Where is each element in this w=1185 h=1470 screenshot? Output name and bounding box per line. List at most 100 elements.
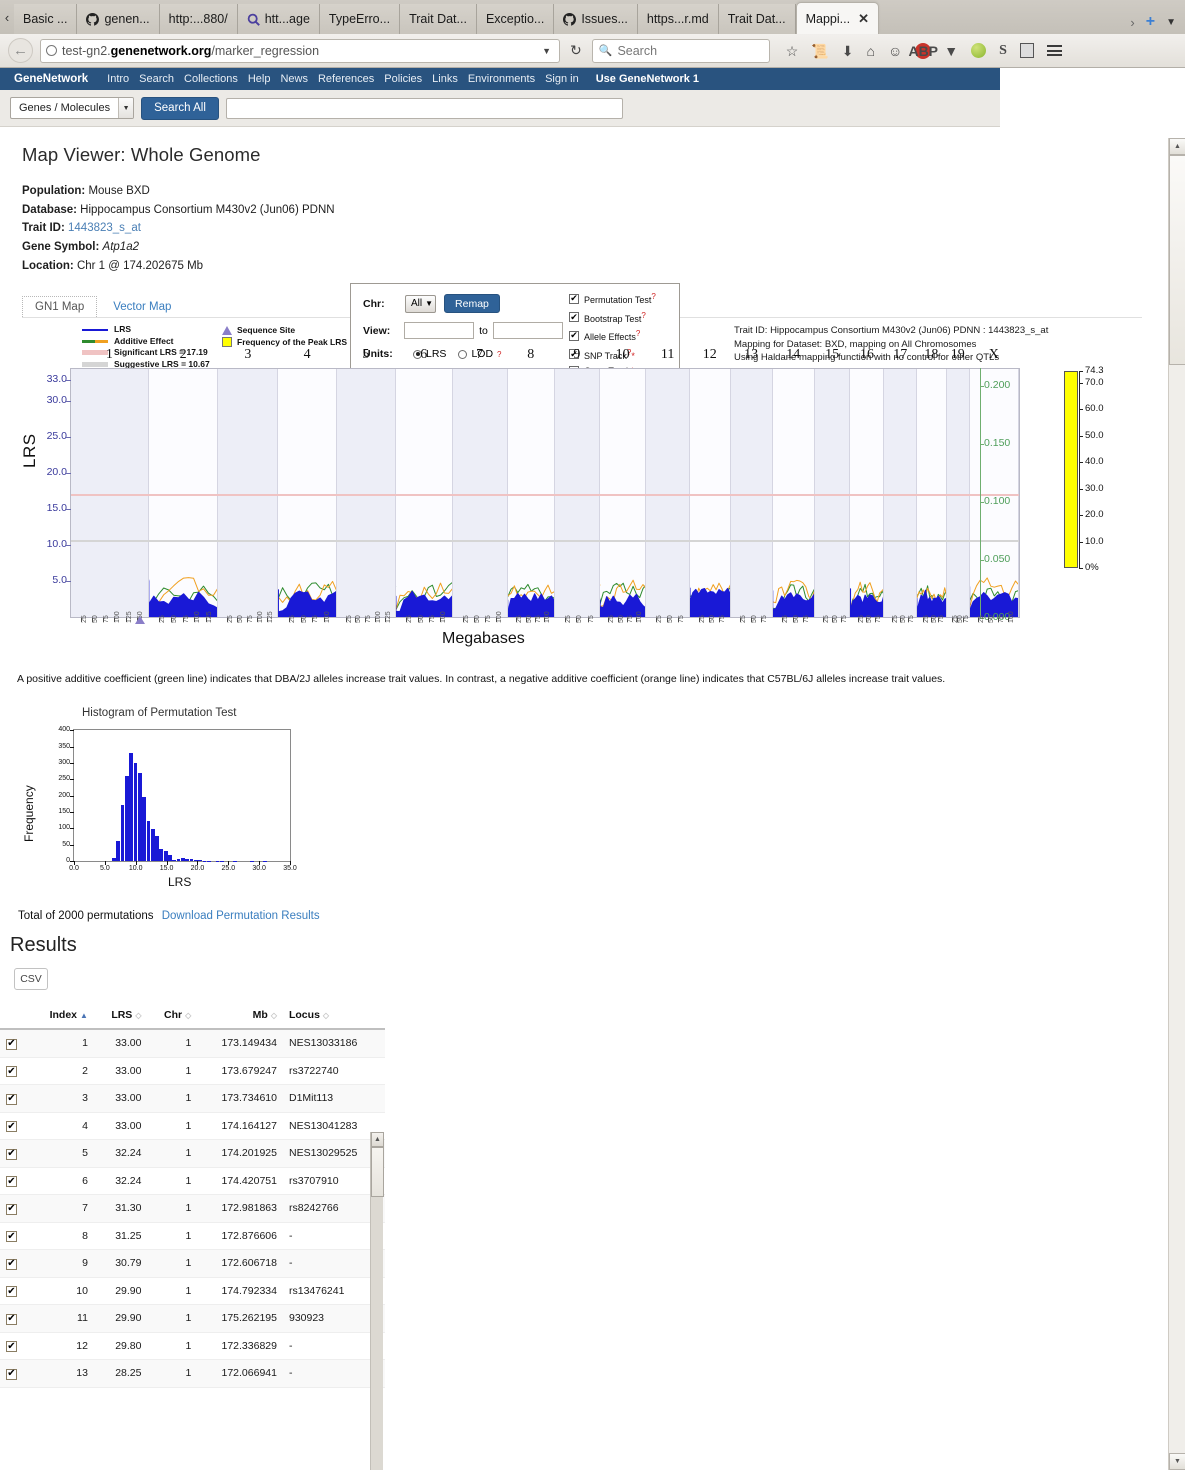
new-tab-button[interactable]: + [1146,14,1155,30]
help-icon[interactable]: ? [651,292,655,301]
row-checkbox-icon[interactable]: ✔ [6,1369,17,1380]
browser-tab[interactable]: https...r.md [638,4,719,34]
adblock-icon[interactable]: ABP [915,43,931,59]
row-select-cell[interactable]: ✔ [0,1250,30,1278]
page-scrollbar[interactable]: ▲ ▼ [1168,138,1185,1470]
tab-scroll-right-button[interactable]: › [1130,15,1134,30]
download-permutation-results-link[interactable]: Download Permutation Results [162,910,320,922]
smiley-icon[interactable]: ☺ [888,44,902,58]
nav-link-sign-in[interactable]: Sign in [540,73,584,85]
search-category-select[interactable]: Genes / Molecules ▼ [10,97,134,119]
browser-tab[interactable]: http:...880/ [160,4,238,34]
browser-tab[interactable]: genen... [77,4,159,34]
row-checkbox-icon[interactable]: ✔ [6,1176,17,1187]
th-chr[interactable]: Chr◇ [147,1006,197,1029]
nav-link-search[interactable]: Search [134,73,179,85]
browser-tab[interactable]: htt...age [238,4,320,34]
genenetwork-brand[interactable]: GeneNetwork [8,73,88,85]
nav-link-links[interactable]: Links [427,73,463,85]
row-checkbox-icon[interactable]: ✔ [6,1039,17,1050]
row-checkbox-icon[interactable]: ✔ [6,1094,17,1105]
nav-link-collections[interactable]: Collections [179,73,243,85]
notes-icon[interactable] [1020,43,1034,58]
tab-list-caret-icon[interactable]: ▼ [1166,17,1176,28]
th-mb[interactable]: Mb◇ [197,1006,283,1029]
download-icon[interactable]: ⬇ [842,44,854,58]
row-checkbox-icon[interactable]: ✔ [6,1204,17,1215]
browser-tab[interactable]: Basic ... [14,4,77,34]
row-select-cell[interactable]: ✔ [0,1140,30,1168]
th-locus[interactable]: Locus◇ [283,1006,385,1029]
checkbox-permutation-test[interactable]: ✔Permutation Test? [569,292,679,305]
row-select-cell[interactable]: ✔ [0,1085,30,1113]
th-index[interactable]: Index▲ [30,1006,94,1029]
tab-vector-map[interactable]: Vector Map [97,297,183,317]
browser-tab[interactable]: Trait Dat... [400,4,477,34]
nav-link-help[interactable]: Help [243,73,276,85]
row-checkbox-icon[interactable]: ✔ [6,1066,17,1077]
tab-scroll-left-button[interactable]: ‹ [0,0,14,34]
back-button[interactable]: ← [8,38,33,63]
row-select-cell[interactable]: ✔ [0,1057,30,1085]
row-select-cell[interactable]: ✔ [0,1112,30,1140]
row-select-cell[interactable]: ✔ [0,1305,30,1333]
search-all-button[interactable]: Search All [141,97,219,120]
row-select-cell[interactable]: ✔ [0,1222,30,1250]
csv-export-button[interactable]: CSV [14,968,48,990]
results-table-scrollbar[interactable]: ▲ [370,1132,383,1470]
row-select-cell[interactable]: ✔ [0,1195,30,1223]
url-bar[interactable]: test-gn2.genenetwork.org/marker_regressi… [40,39,560,63]
reload-icon[interactable]: ↻ [567,42,585,59]
tab-gn1-map[interactable]: GN1 Map [22,296,97,317]
row-checkbox-icon[interactable]: ✔ [6,1231,17,1242]
browser-tab-active[interactable]: Mappi...✕ [796,2,879,34]
browser-tab[interactable]: Exceptio... [477,4,554,34]
row-select-cell[interactable]: ✔ [0,1277,30,1305]
browser-tab[interactable]: Trait Dat... [719,4,796,34]
use-genenetwork-1-link[interactable]: Use GeneNetwork 1 [596,73,699,85]
row-checkbox-icon[interactable]: ✔ [6,1286,17,1297]
reading-list-icon[interactable]: 📜 [811,44,828,58]
nav-link-references[interactable]: References [313,73,379,85]
adblock-caret-icon[interactable]: ▼ [944,44,958,58]
search-query-input[interactable] [226,98,623,119]
browser-search-input[interactable]: 🔍 Search [592,39,770,63]
th-lrs[interactable]: LRS◇ [94,1006,148,1029]
checkbox-icon[interactable]: ✔ [569,294,579,304]
row-checkbox-icon[interactable]: ✔ [6,1341,17,1352]
s-icon[interactable]: S [999,44,1007,58]
home-icon[interactable]: ⌂ [866,44,874,58]
row-select-cell[interactable]: ✔ [0,1332,30,1360]
remap-button[interactable]: Remap [444,294,500,313]
url-dropdown-caret-icon[interactable]: ▼ [539,46,554,56]
scroll-up-arrow-icon[interactable]: ▲ [371,1132,384,1147]
close-icon[interactable]: ✕ [858,11,869,27]
page-scroll-down-icon[interactable]: ▼ [1169,1453,1185,1470]
nav-link-news[interactable]: News [275,73,313,85]
nav-link-intro[interactable]: Intro [102,73,134,85]
row-checkbox-icon[interactable]: ✔ [6,1149,17,1160]
trait-id-link[interactable]: 1443823_s_at [68,222,141,234]
chr-select[interactable]: All ▼ [405,295,436,313]
menu-icon[interactable] [1047,45,1062,56]
browser-tab[interactable]: Issues... [554,4,638,34]
row-select-cell[interactable]: ✔ [0,1360,30,1388]
page-scrollbar-thumb[interactable] [1169,155,1185,365]
green-orb-icon[interactable] [971,43,986,58]
row-select-cell[interactable]: ✔ [0,1167,30,1195]
bookmark-star-icon[interactable]: ☆ [786,44,799,58]
